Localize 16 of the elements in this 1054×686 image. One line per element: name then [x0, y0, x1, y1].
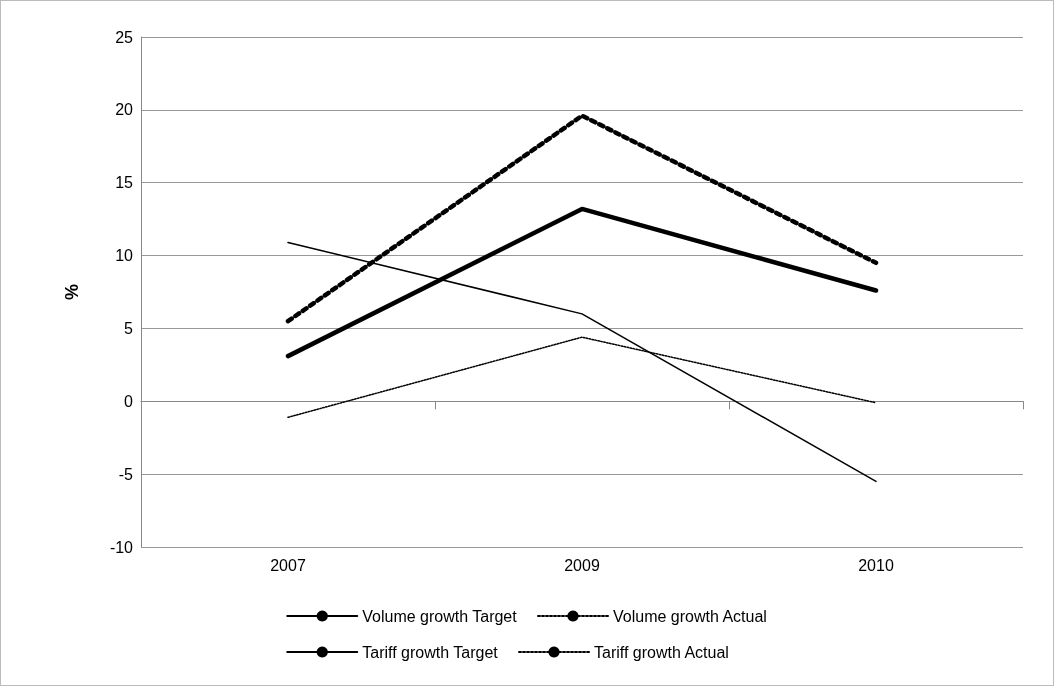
y-axis-title: % [62, 283, 82, 301]
legend-label: Volume growth Actual [613, 607, 767, 625]
x-tick-label: 2010 [858, 556, 894, 574]
y-tick-label: -5 [118, 465, 134, 483]
legend-label: Volume growth Target [362, 607, 518, 625]
legend-label: Tariff growth Target [362, 643, 499, 661]
x-tick-label: 2009 [564, 556, 600, 574]
y-tick-label: 20 [115, 101, 134, 119]
legend-label: Tariff growth Actual [594, 643, 729, 661]
y-tick-label: -10 [109, 538, 134, 556]
x-tick-label: 2007 [270, 556, 306, 574]
y-tick-label: 10 [115, 247, 134, 265]
y-tick-label: 15 [115, 174, 134, 192]
y-tick-label: 0 [124, 392, 134, 410]
y-tick-label: 25 [115, 28, 134, 46]
y-tick-label: 5 [124, 319, 134, 337]
